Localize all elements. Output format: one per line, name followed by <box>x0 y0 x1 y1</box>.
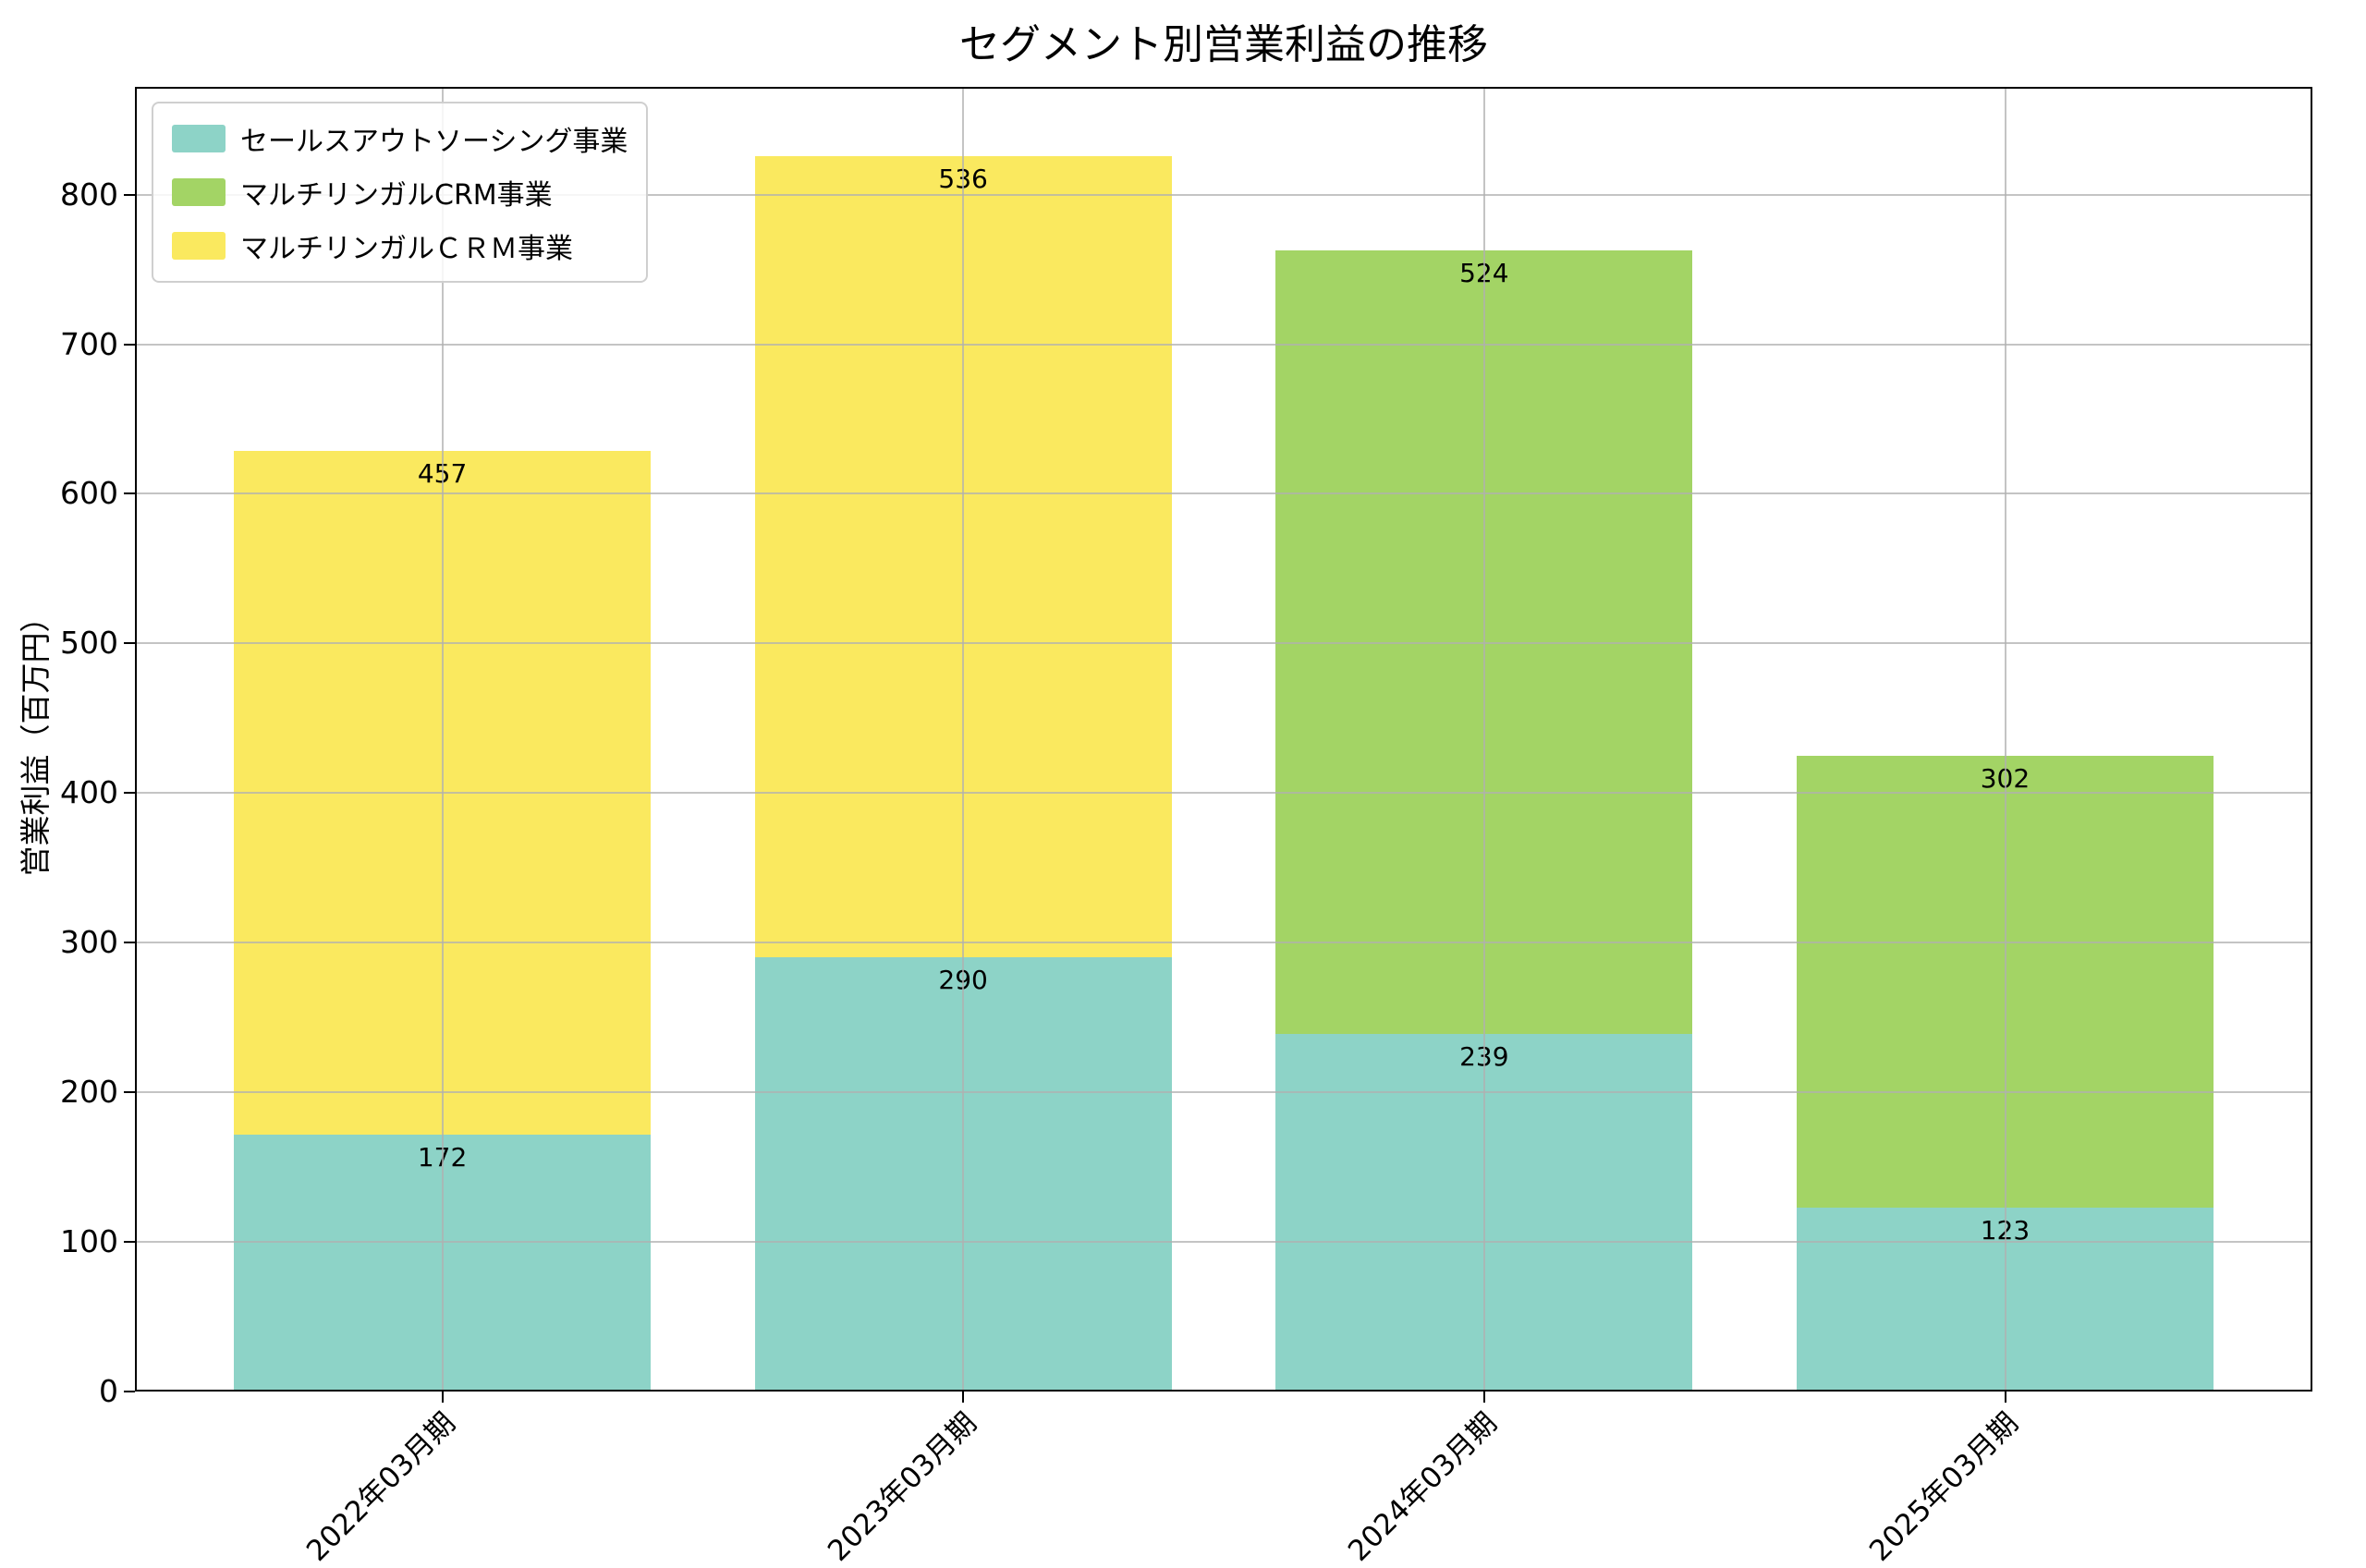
gridline-horizontal <box>135 1091 2312 1094</box>
legend-swatch-sales-outsourcing <box>172 125 226 152</box>
gridline-horizontal <box>135 193 2312 196</box>
legend-item: セールスアウトソーシング事業 <box>172 118 628 159</box>
legend-swatch-multilingual-crm <box>172 178 226 206</box>
gridline-vertical <box>962 87 965 1392</box>
legend-label: セールスアウトソーシング事業 <box>240 126 628 158</box>
y-tick-mark <box>124 1241 135 1244</box>
y-tick-mark <box>124 193 135 196</box>
gridline-horizontal <box>135 642 2312 645</box>
y-tick-mark <box>124 792 135 795</box>
x-tick-label: 2024年03月期 <box>1342 1406 1505 1568</box>
legend: セールスアウトソーシング事業 マルチリンガルCRM事業 マルチリンガルＣＲＭ事業 <box>152 102 649 283</box>
x-tick-label: 2022年03月期 <box>300 1406 462 1568</box>
y-tick-label: 700 <box>60 325 118 362</box>
x-tick-label: 2025年03月期 <box>1863 1406 2025 1568</box>
legend-swatch-multilingual-crm-fullwidth <box>172 232 226 260</box>
y-tick-mark <box>124 343 135 346</box>
grid-layer <box>135 87 2312 1392</box>
gridline-horizontal <box>135 343 2312 346</box>
gridline-vertical <box>441 87 444 1392</box>
x-tick-mark <box>2004 1392 2006 1403</box>
gridline-horizontal <box>135 792 2312 795</box>
y-tick-label: 100 <box>60 1223 118 1260</box>
y-tick-mark <box>124 942 135 944</box>
legend-label: マルチリンガルＣＲＭ事業 <box>240 233 573 265</box>
y-tick-mark <box>124 642 135 645</box>
legend-item: マルチリンガルCRM事業 <box>172 172 628 213</box>
gridline-vertical <box>2004 87 2006 1392</box>
y-tick-label: 300 <box>60 924 118 961</box>
chart-title: セグメント別営業利益の推移 <box>959 21 1488 68</box>
y-tick-label: 800 <box>60 176 118 213</box>
gridline-vertical <box>1482 87 1485 1392</box>
legend-item: マルチリンガルＣＲＭ事業 <box>172 225 628 266</box>
y-tick-mark <box>124 1391 135 1392</box>
y-tick-label: 200 <box>60 1074 118 1111</box>
y-tick-label: 600 <box>60 475 118 512</box>
y-tick-label: 0 <box>99 1373 118 1409</box>
gridline-horizontal <box>135 942 2312 944</box>
y-tick-mark <box>124 492 135 495</box>
x-tick-mark <box>441 1392 444 1403</box>
x-tick-label: 2023年03月期 <box>821 1406 983 1568</box>
gridline-horizontal <box>135 1241 2312 1244</box>
gridline-horizontal <box>135 492 2312 495</box>
plot-area: 172 457 290 536 239 524 123 302 セールスアウトソーシング事業 … <box>135 87 2312 1392</box>
y-axis-title: 営業利益（百万円） <box>18 602 54 877</box>
x-tick-mark <box>962 1392 965 1403</box>
legend-label: マルチリンガルCRM事業 <box>240 179 553 212</box>
y-tick-mark <box>124 1091 135 1094</box>
x-tick-mark <box>1482 1392 1485 1403</box>
